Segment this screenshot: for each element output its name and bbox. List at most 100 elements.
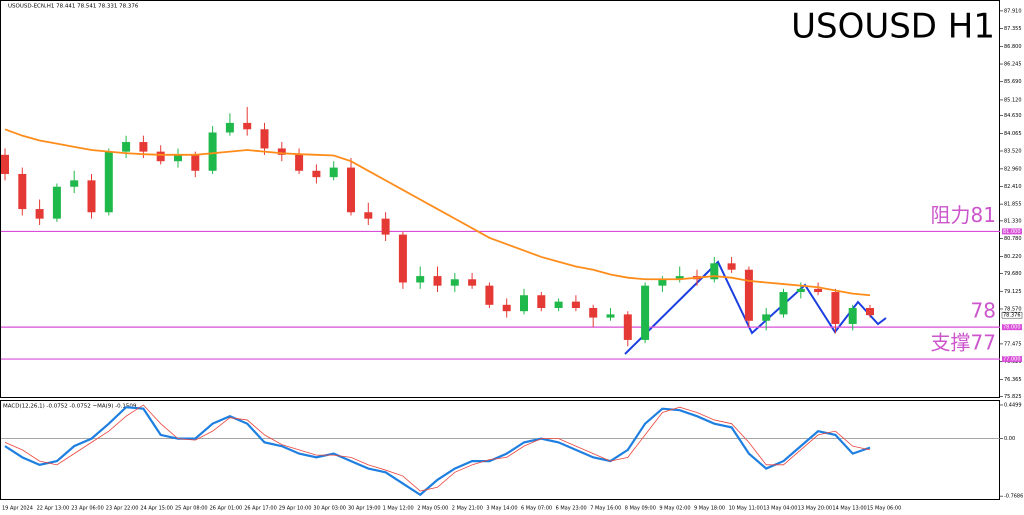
symbol-header: USOUSD-ECN,H1 78.441 78.541 78.331 78.37… xyxy=(8,4,139,10)
y-tick-label: 77.475 xyxy=(1004,341,1022,347)
x-tick-label: 13 May 04:00 xyxy=(763,506,797,512)
candle-body xyxy=(658,279,667,286)
candle-body xyxy=(762,314,771,321)
candle-body xyxy=(416,276,425,283)
macd-line xyxy=(4,406,871,497)
y-tick-label: 75.825 xyxy=(1004,394,1022,400)
candle-body xyxy=(710,263,719,280)
pattern-line xyxy=(624,260,887,355)
x-tick-label: 3 May 14:00 xyxy=(486,506,517,512)
level-label: 78 xyxy=(971,299,996,323)
y-tick-label: 81.330 xyxy=(1004,218,1022,224)
x-tick-label: 23 Apr 22:00 xyxy=(106,506,139,512)
candle-body xyxy=(104,151,113,213)
price-panel xyxy=(0,0,1000,398)
y-tick-label: 79.680 xyxy=(1004,271,1022,277)
x-tick-label: 2 May 05:00 xyxy=(417,506,448,512)
x-tick-label: 7 May 16:00 xyxy=(590,506,621,512)
x-tick-label: 22 Apr 13:00 xyxy=(37,506,70,512)
macd-panel xyxy=(0,400,1000,500)
y-tick-label: 80.780 xyxy=(1004,236,1022,242)
x-tick-label: 2 May 21:00 xyxy=(452,506,483,512)
candle-body xyxy=(485,285,494,305)
y-tick-label: 86.800 xyxy=(1004,44,1022,50)
x-tick-label: 9 May 02:00 xyxy=(659,506,690,512)
x-tick-label: 8 May 09:00 xyxy=(625,506,656,512)
candle-body xyxy=(641,285,650,340)
candle-body xyxy=(398,234,407,283)
candle-body xyxy=(381,218,390,235)
y-tick-label: 85.120 xyxy=(1004,97,1022,103)
y-tick-label: 87.910 xyxy=(1004,8,1022,14)
candle-body xyxy=(312,170,321,178)
level-tag-box xyxy=(1002,324,1022,331)
x-tick-label: 6 May 23:00 xyxy=(556,506,587,512)
level-label: 阻力81 xyxy=(931,203,996,227)
level-tag: 77.000 xyxy=(1003,357,1021,363)
candle-body xyxy=(225,122,234,133)
macd-line xyxy=(4,404,871,492)
y-tick-label: 84.630 xyxy=(1004,113,1022,119)
x-tick-label: 9 May 18:00 xyxy=(694,506,725,512)
candle-body xyxy=(433,276,442,286)
candle-body xyxy=(589,308,598,318)
candle-body xyxy=(122,142,131,152)
level-tag-box xyxy=(1002,356,1022,363)
candle-body xyxy=(70,180,79,187)
x-tick-label: 10 May 11:00 xyxy=(729,506,763,512)
x-tick-label: 23 Apr 06:00 xyxy=(71,506,104,512)
price-tag-box xyxy=(1001,311,1023,319)
x-tick-label: 1 May 12:00 xyxy=(383,506,414,512)
y-tick-label: 0.4499 xyxy=(1004,402,1022,408)
candle-body xyxy=(87,180,96,213)
candle-body xyxy=(814,288,823,293)
candle-body xyxy=(779,292,788,315)
x-tick-label: 15 May 06:00 xyxy=(867,506,901,512)
y-tick-label: 81.855 xyxy=(1004,202,1022,208)
y-tick-label: 85.690 xyxy=(1004,79,1022,85)
candle-body xyxy=(277,148,286,155)
x-tick-label: 6 May 07:00 xyxy=(521,506,552,512)
candle-body xyxy=(295,154,304,171)
candle-body xyxy=(502,304,511,312)
candle-body xyxy=(347,167,355,213)
chart-title: USOUSD H1 xyxy=(791,7,995,47)
candle-body xyxy=(866,308,874,316)
candle-body xyxy=(243,122,252,130)
y-tick-label: 82.410 xyxy=(1004,184,1022,190)
y-tick-label: 79.125 xyxy=(1004,289,1022,295)
level-tag: 81.000 xyxy=(1003,229,1021,235)
y-tick-label: 76.920 xyxy=(1004,359,1022,365)
candle-body xyxy=(468,279,477,286)
x-tick-label: 30 Apr 19:00 xyxy=(348,506,381,512)
x-tick-label: 19 Apr 2024 xyxy=(2,506,33,512)
candle-body xyxy=(1,154,9,174)
y-tick-label: 87.355 xyxy=(1004,26,1022,32)
candle-body xyxy=(156,151,165,162)
y-tick-label: 83.520 xyxy=(1004,148,1022,154)
candle-body xyxy=(796,288,805,293)
x-tick-label: 26 Apr 01:00 xyxy=(210,506,243,512)
candle-body xyxy=(329,167,338,178)
candle-body xyxy=(191,154,200,171)
candle-body xyxy=(571,301,580,309)
level-label: 支撑77 xyxy=(931,331,996,355)
x-tick-label: 14 May 13:00 xyxy=(832,506,866,512)
level-tag-box xyxy=(1002,228,1022,235)
level-tag: 78.000 xyxy=(1003,325,1021,331)
candle-body xyxy=(537,295,546,309)
candle-body xyxy=(675,276,684,280)
x-tick-label: 29 Apr 10:00 xyxy=(279,506,312,512)
y-tick-label: 78.570 xyxy=(1004,306,1022,312)
candle-body xyxy=(139,142,148,152)
candle-body xyxy=(364,212,373,219)
candle-body xyxy=(260,129,269,149)
candle-body xyxy=(208,132,217,171)
x-tick-label: 25 Apr 08:00 xyxy=(175,506,208,512)
candle-body xyxy=(727,263,736,270)
candle-body xyxy=(450,279,459,286)
candle-body xyxy=(831,292,840,324)
candle-body xyxy=(744,269,753,321)
